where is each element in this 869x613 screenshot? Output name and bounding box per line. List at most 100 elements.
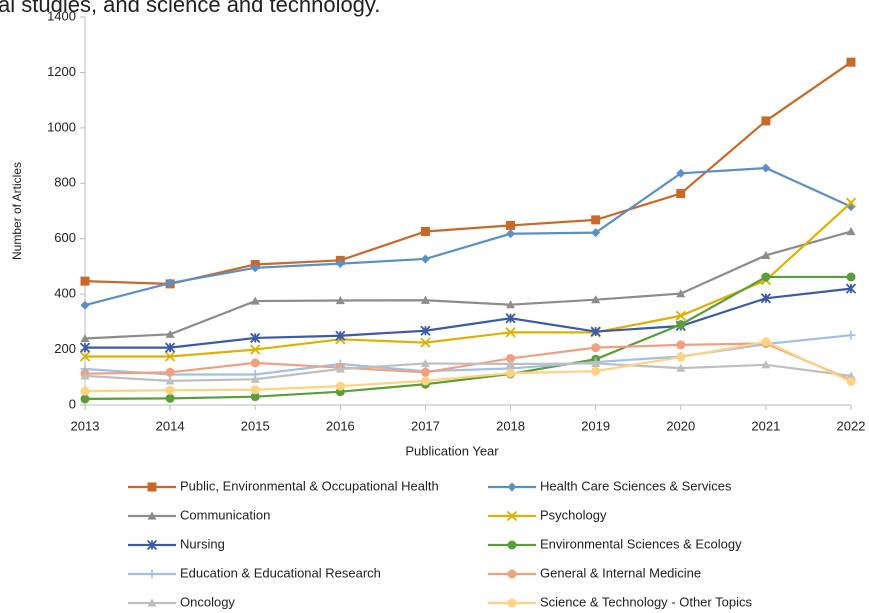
data-point	[420, 254, 430, 264]
data-point	[250, 358, 260, 368]
series-line	[84, 275, 851, 401]
series-line	[85, 201, 852, 358]
legend-label: General & Internal Medicine	[540, 565, 701, 580]
y-tick-label: 0	[69, 396, 76, 411]
data-point	[845, 283, 857, 294]
x-tick-label: 2022	[837, 418, 866, 433]
data-point	[250, 296, 260, 305]
data-point	[761, 360, 771, 369]
data-point	[420, 376, 430, 386]
data-point	[676, 340, 686, 350]
data-point	[250, 374, 260, 383]
x-tick-label: 2020	[666, 418, 695, 433]
x-axis-label: Publication Year	[405, 443, 499, 458]
y-tick-label: 1000	[47, 119, 76, 134]
series-line	[84, 362, 852, 382]
series-line	[84, 61, 852, 285]
data-point	[420, 337, 431, 348]
data-point	[420, 227, 430, 237]
data-point	[165, 367, 175, 377]
data-point	[165, 329, 175, 338]
data-point	[506, 220, 516, 230]
legend-marker	[507, 598, 517, 608]
data-point	[591, 228, 601, 238]
x-tick-label: 2013	[71, 418, 100, 433]
legend-label: Public, Environmental & Occupational Hea…	[180, 478, 439, 493]
data-point	[506, 353, 516, 363]
data-point	[164, 342, 176, 353]
data-point	[761, 337, 771, 347]
legend-marker	[506, 510, 518, 522]
data-point	[591, 358, 601, 368]
legend-marker	[507, 540, 517, 550]
data-point	[676, 289, 686, 298]
legend-label: Health Care Sciences & Services	[540, 478, 732, 493]
x-tick-label: 2016	[326, 418, 355, 433]
data-point	[80, 333, 90, 343]
legend-marker	[146, 539, 158, 551]
y-tick-label: 800	[54, 175, 76, 190]
data-point	[80, 371, 90, 380]
data-point	[335, 296, 345, 305]
x-tick-label: 2017	[411, 418, 440, 433]
legend-marker	[147, 569, 157, 579]
data-point	[846, 227, 856, 236]
y-tick-label: 600	[54, 230, 76, 245]
legend-marker	[147, 598, 157, 607]
data-point	[846, 330, 856, 340]
y-axis-label: Number of Articles	[10, 162, 24, 260]
data-point	[250, 344, 261, 355]
data-point	[165, 376, 175, 385]
legend-label: Psychology	[540, 507, 607, 522]
data-point	[761, 272, 771, 282]
data-point	[846, 272, 856, 282]
data-point	[761, 163, 771, 173]
legend-marker	[147, 511, 157, 520]
data-point	[165, 385, 175, 395]
y-tick-label: 400	[54, 286, 76, 301]
data-point	[250, 332, 261, 344]
data-point	[505, 327, 516, 338]
data-point	[591, 295, 601, 304]
data-point	[676, 352, 686, 362]
data-point	[506, 229, 516, 239]
legend-label: Nursing	[180, 536, 225, 551]
data-point	[676, 168, 686, 178]
data-point	[79, 351, 91, 362]
legend-label: Communication	[180, 507, 270, 522]
legend-marker	[507, 569, 517, 579]
series-line	[84, 342, 852, 382]
data-point	[846, 371, 856, 380]
data-point	[590, 326, 601, 337]
data-point	[676, 363, 686, 372]
data-point	[761, 250, 771, 259]
data-point	[80, 394, 90, 404]
data-point	[591, 215, 601, 225]
series-line	[84, 166, 852, 307]
data-point	[250, 385, 260, 395]
data-point	[505, 313, 516, 324]
data-point	[506, 300, 516, 309]
data-point	[80, 276, 90, 286]
data-point	[420, 358, 430, 368]
legend-label: Environmental Sciences & Ecology	[540, 536, 742, 551]
x-tick-label: 2019	[581, 418, 610, 433]
legend-label: Science & Technology - Other Topics	[540, 594, 752, 609]
data-point	[676, 320, 686, 330]
data-point	[676, 189, 686, 199]
x-tick-label: 2018	[496, 418, 525, 433]
data-point	[80, 386, 90, 396]
data-point	[250, 263, 260, 273]
data-point	[675, 310, 686, 321]
legend-label: Education & Educational Research	[180, 565, 381, 580]
data-point	[760, 293, 772, 304]
y-tick-label: 1200	[47, 64, 76, 79]
data-point	[846, 376, 856, 386]
data-point	[761, 116, 771, 126]
caption: al studies, and science and technology.	[0, 0, 380, 17]
data-point	[420, 325, 431, 336]
data-point	[335, 330, 346, 341]
data-point	[591, 366, 601, 376]
data-point	[506, 368, 516, 378]
